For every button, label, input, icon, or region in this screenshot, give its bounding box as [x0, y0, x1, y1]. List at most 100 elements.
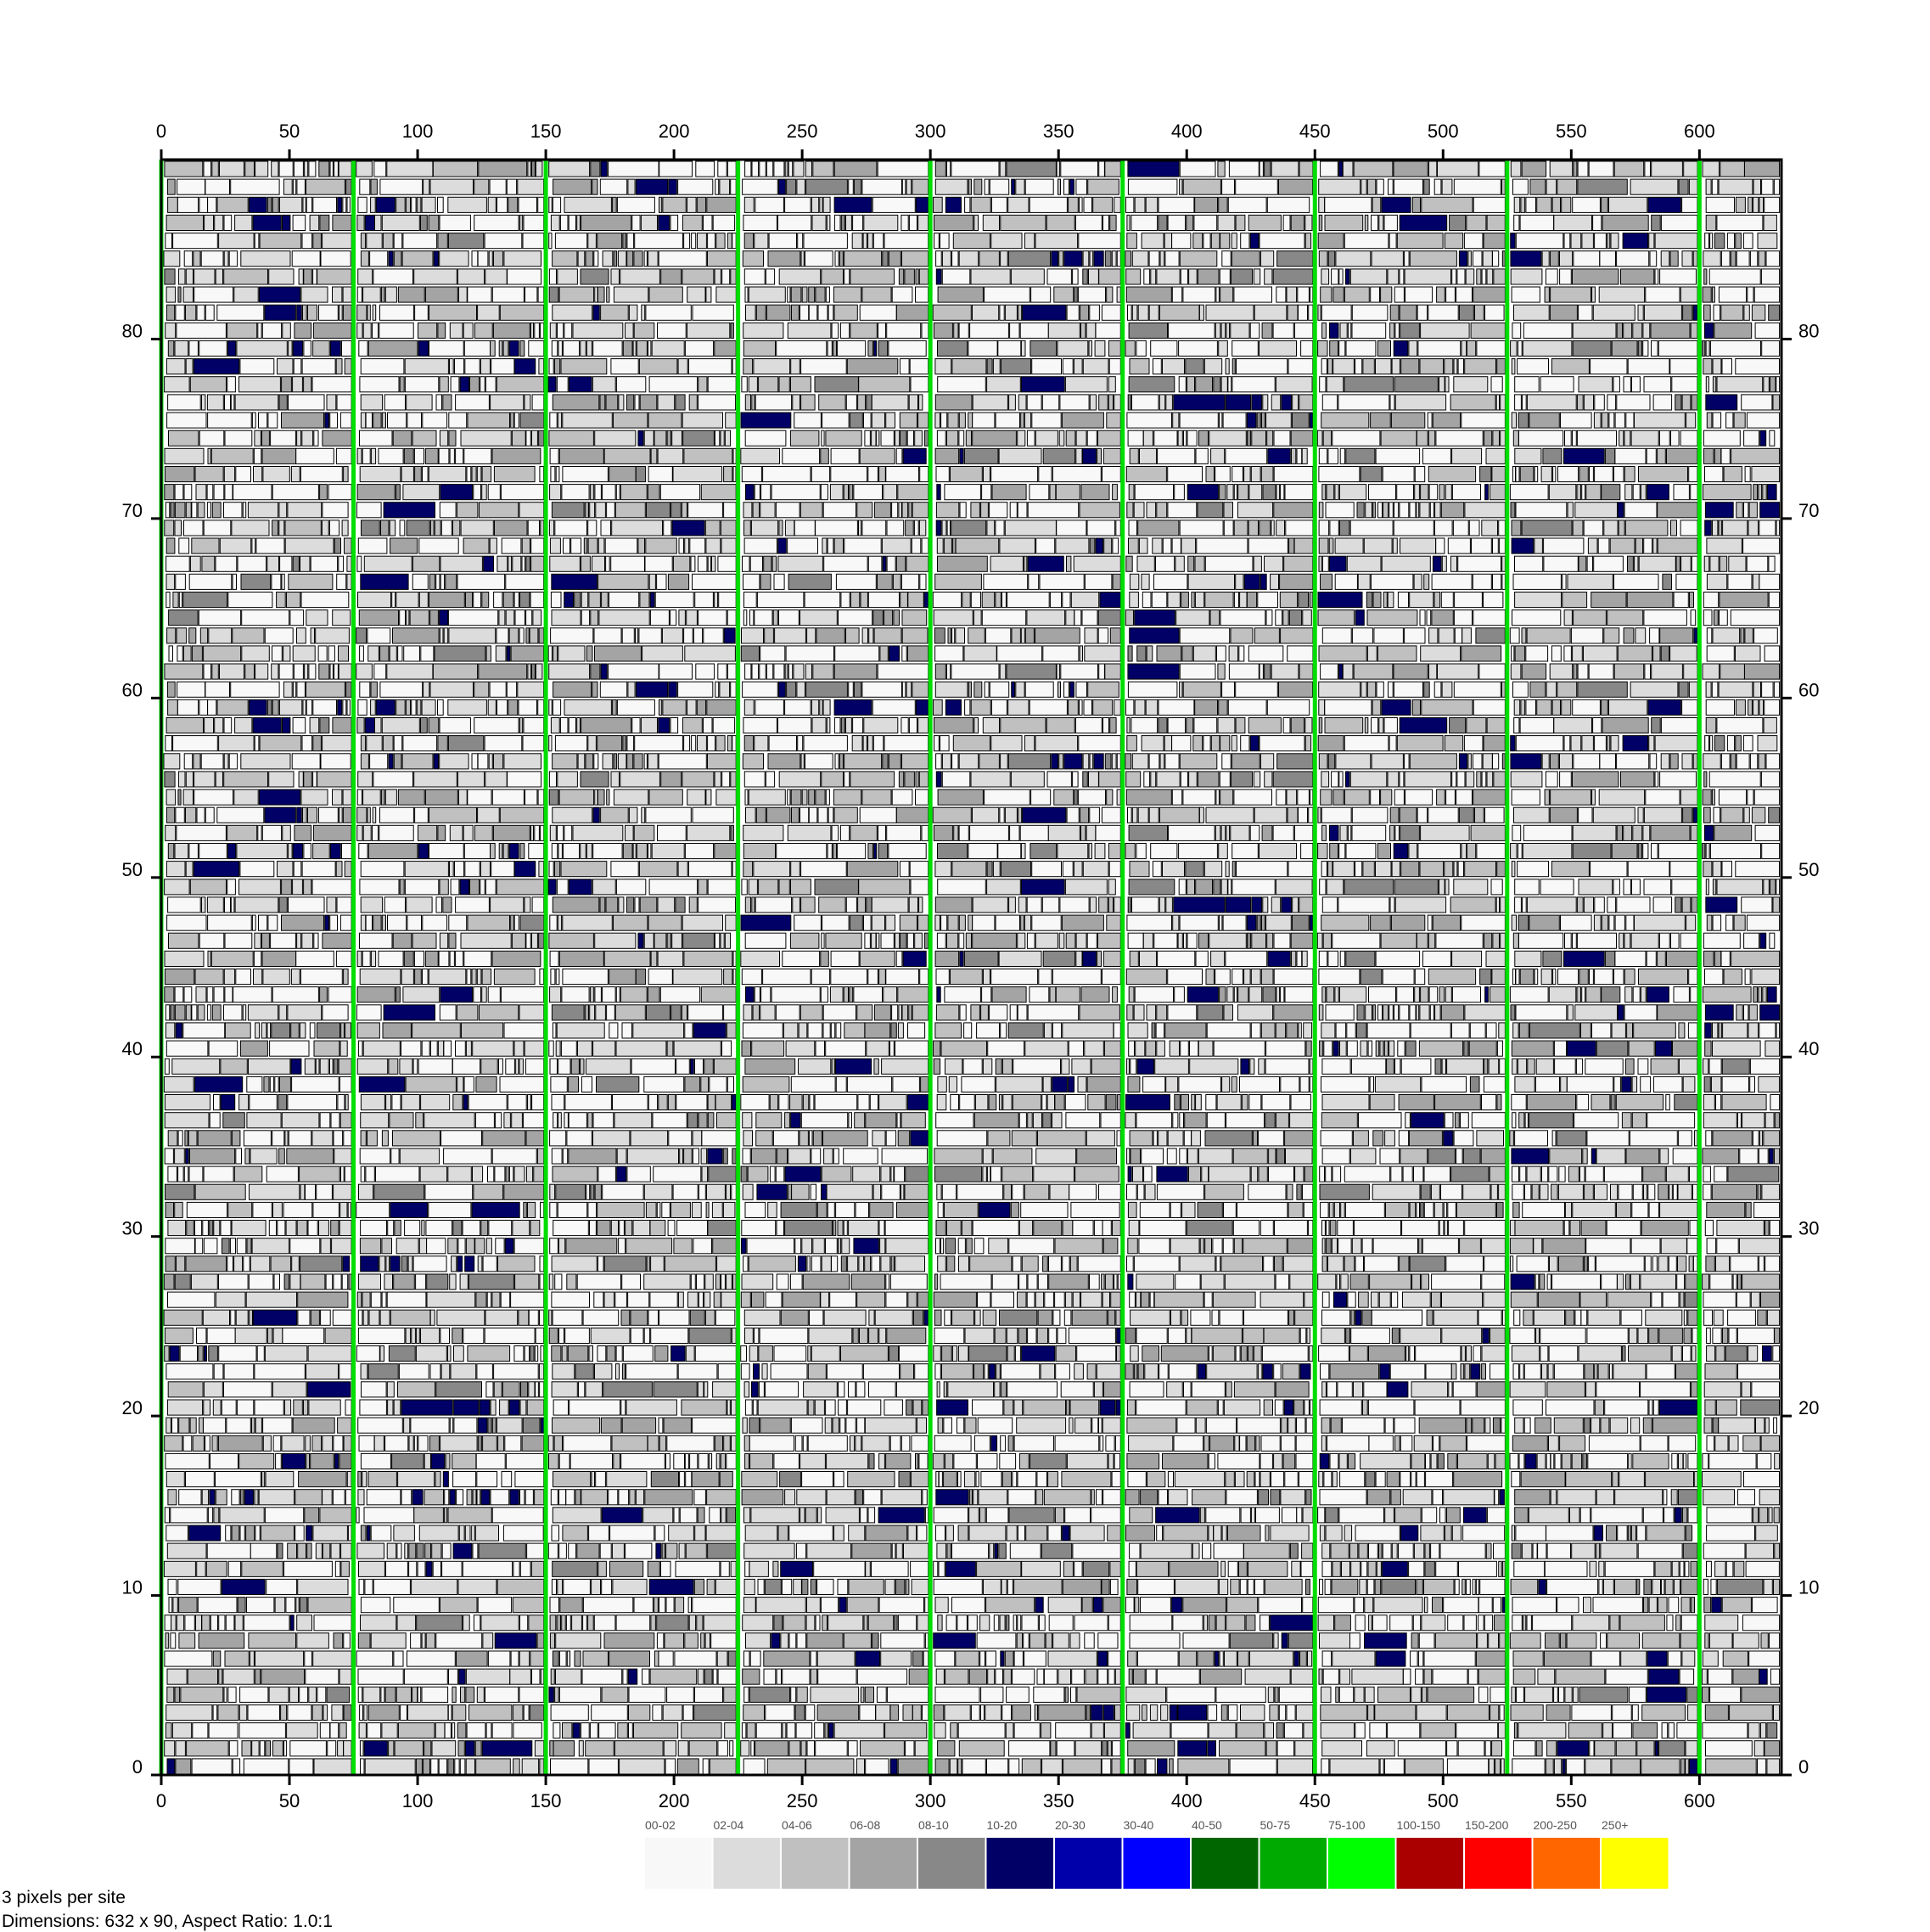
- heatmap-cell: [1062, 1022, 1114, 1039]
- heatmap-cell: [1519, 1165, 1527, 1182]
- heatmap-cell: [666, 1686, 694, 1703]
- heatmap-cell: [1524, 1112, 1529, 1129]
- heatmap-cell: [1097, 1632, 1119, 1649]
- heatmap-cell: [715, 1273, 721, 1290]
- heatmap-cell: [1060, 1381, 1094, 1398]
- heatmap-cell: [1743, 1004, 1749, 1021]
- heatmap-cell: [1022, 806, 1067, 823]
- heatmap-cell: [1108, 879, 1116, 896]
- heatmap-cell: [558, 1489, 567, 1506]
- heatmap-cell: [1688, 969, 1698, 986]
- heatmap-cell: [345, 1022, 351, 1039]
- heatmap-cell: [1248, 1183, 1287, 1200]
- heatmap-cell: [1007, 753, 1052, 770]
- heatmap-cell: [1031, 861, 1062, 878]
- heatmap-cell: [496, 879, 545, 896]
- heatmap-cell: [1614, 914, 1625, 931]
- heatmap-cell: [1660, 717, 1698, 734]
- heatmap-cell: [1402, 1291, 1431, 1308]
- heatmap-cell: [826, 1183, 873, 1200]
- heatmap-cell: [415, 1112, 424, 1129]
- heatmap-cell: [588, 1758, 619, 1775]
- heatmap-cell: [512, 1220, 530, 1237]
- heatmap-cell: [643, 1327, 651, 1345]
- heatmap-cell: [1052, 1112, 1063, 1129]
- heatmap-cell: [1064, 1686, 1069, 1703]
- heatmap-cell: [626, 1148, 679, 1165]
- heatmap-cell: [1715, 1094, 1722, 1111]
- heatmap-cell: [1560, 914, 1592, 931]
- heatmap-cell: [457, 1076, 464, 1093]
- heatmap-cell: [744, 932, 787, 949]
- heatmap-cell: [1126, 717, 1131, 734]
- heatmap-cell: [1184, 1112, 1207, 1129]
- heatmap-cell: [1604, 1560, 1655, 1577]
- heatmap-cell: [370, 1525, 392, 1542]
- heatmap-cell: [641, 806, 646, 823]
- heatmap-cell: [1020, 914, 1024, 931]
- heatmap-cell: [301, 861, 336, 878]
- heatmap-cell: [1480, 1148, 1506, 1165]
- heatmap-cell: [235, 1148, 242, 1165]
- heatmap-cell: [297, 1578, 349, 1596]
- heatmap-cell: [631, 717, 641, 734]
- heatmap-cell: [1540, 969, 1552, 986]
- heatmap-cell: [810, 1183, 816, 1200]
- heatmap-cell: [268, 1220, 278, 1237]
- heatmap-cell: [945, 1058, 963, 1075]
- heatmap-cell: [1141, 1148, 1164, 1165]
- heatmap-cell: [1128, 1560, 1136, 1577]
- heatmap-cell: [1744, 969, 1751, 986]
- heatmap-cell: [1030, 789, 1052, 806]
- heatmap-cell: [493, 969, 536, 986]
- heatmap-cell: [676, 1094, 708, 1111]
- heatmap-cell: [1299, 1327, 1307, 1345]
- heatmap-cell: [1444, 1220, 1448, 1237]
- heatmap-cell: [528, 1381, 536, 1398]
- heatmap-cell: [1224, 1650, 1237, 1667]
- heatmap-cell: [342, 1255, 351, 1272]
- heatmap-cell: [602, 1183, 644, 1200]
- heatmap-cell: [1264, 1578, 1303, 1596]
- heatmap-cell: [380, 789, 385, 806]
- heatmap-cell: [654, 1650, 659, 1667]
- heatmap-cell: [1516, 1255, 1549, 1272]
- heatmap-cell: [856, 1381, 866, 1398]
- heatmap-cell: [825, 1507, 860, 1524]
- heatmap-cell: [554, 1686, 559, 1703]
- heatmap-cell: [540, 1201, 545, 1219]
- heatmap-cell: [452, 1704, 467, 1721]
- heatmap-cell: [807, 1345, 811, 1362]
- heatmap-cell: [1621, 1112, 1632, 1129]
- heatmap-cell: [1220, 789, 1234, 806]
- heatmap-cell: [1715, 1399, 1737, 1416]
- heatmap-cell: [539, 1309, 545, 1326]
- heatmap-cell: [1390, 1165, 1403, 1182]
- heatmap-cell: [592, 806, 600, 823]
- heatmap-cell: [1034, 1704, 1038, 1721]
- heatmap-cell: [938, 1471, 943, 1488]
- heatmap-cell: [863, 1489, 882, 1506]
- heatmap-cell: [950, 969, 983, 986]
- heatmap-cell: [742, 1076, 790, 1093]
- heatmap-cell: [826, 1489, 856, 1506]
- heatmap-cell: [498, 1058, 503, 1075]
- heatmap-cell: [384, 1435, 409, 1452]
- heatmap-cell: [855, 1435, 862, 1452]
- heatmap-cell: [1116, 1130, 1121, 1147]
- heatmap-cell: [207, 950, 211, 968]
- heatmap-cell: [1478, 1615, 1484, 1632]
- heatmap-cell: [884, 1722, 928, 1739]
- heatmap-cell: [444, 1507, 448, 1524]
- heatmap-cell: [1131, 753, 1149, 770]
- heatmap-cell: [1339, 950, 1346, 968]
- heatmap-cell: [1195, 1417, 1206, 1434]
- heatmap-cell: [1489, 1165, 1506, 1182]
- heatmap-cell: [1363, 1381, 1388, 1398]
- heatmap-cell: [267, 914, 278, 931]
- heatmap-cell: [1469, 1022, 1486, 1039]
- heatmap-cell: [1126, 1452, 1160, 1470]
- heatmap-cell: [1012, 1094, 1042, 1111]
- heatmap-cell: [480, 1615, 519, 1632]
- heatmap-cell: [1741, 1381, 1752, 1398]
